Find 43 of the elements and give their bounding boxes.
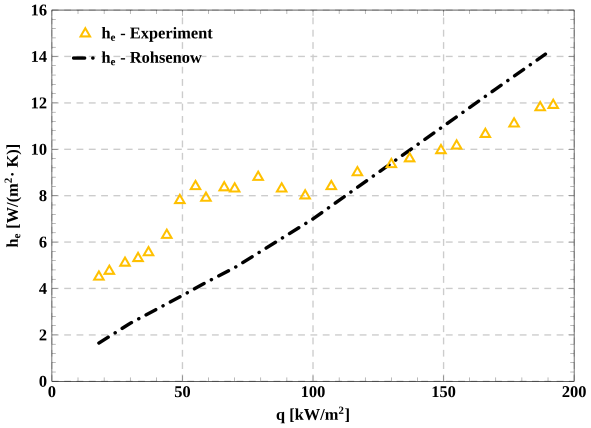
y-tick-label: 16	[32, 4, 47, 16]
x-tick-label: 150	[432, 386, 456, 398]
point	[276, 182, 288, 193]
point	[534, 101, 546, 112]
y-tick-label: 4	[39, 283, 47, 294]
y-axis-title: h$_{e}$ [W/(m$^{2}$· K)]	[4, 145, 22, 248]
point	[132, 252, 144, 262]
line-series	[97, 52, 548, 345]
point	[93, 270, 105, 281]
point	[508, 117, 520, 128]
point	[228, 182, 240, 193]
x-tick-label: 100	[302, 386, 325, 398]
point	[326, 180, 338, 190]
y-tick-label: 6	[39, 236, 47, 248]
point	[386, 158, 398, 168]
point	[252, 170, 264, 181]
y-tick-label: 14	[32, 51, 47, 62]
point	[547, 98, 560, 110]
point	[119, 256, 131, 267]
point	[161, 228, 173, 239]
y-tick-label: 10	[32, 144, 46, 155]
x-tick-label: 200	[562, 386, 586, 398]
x-tick-label: 50	[174, 386, 190, 398]
x-tick-label: 0	[48, 386, 56, 398]
point	[299, 189, 311, 200]
y-tick-label: 12	[32, 98, 46, 108]
y-tick-label: 2	[40, 330, 46, 340]
point	[218, 181, 230, 192]
point	[352, 166, 364, 176]
point	[450, 139, 462, 150]
point	[142, 246, 154, 256]
legend-label: h$_{e}$ - Experiment	[102, 27, 213, 42]
legend-label: h$_{e}$ - Rohsenow	[102, 51, 202, 66]
point	[190, 180, 202, 190]
point	[480, 128, 492, 138]
point	[104, 264, 116, 275]
y-tick-label: 0	[39, 376, 46, 387]
y-tick-label: 8	[39, 190, 47, 202]
point	[435, 144, 447, 154]
x-axis-title: q [kW/m$^{2}$]	[276, 406, 349, 424]
point	[404, 152, 416, 162]
point	[174, 194, 186, 204]
point	[200, 192, 212, 202]
